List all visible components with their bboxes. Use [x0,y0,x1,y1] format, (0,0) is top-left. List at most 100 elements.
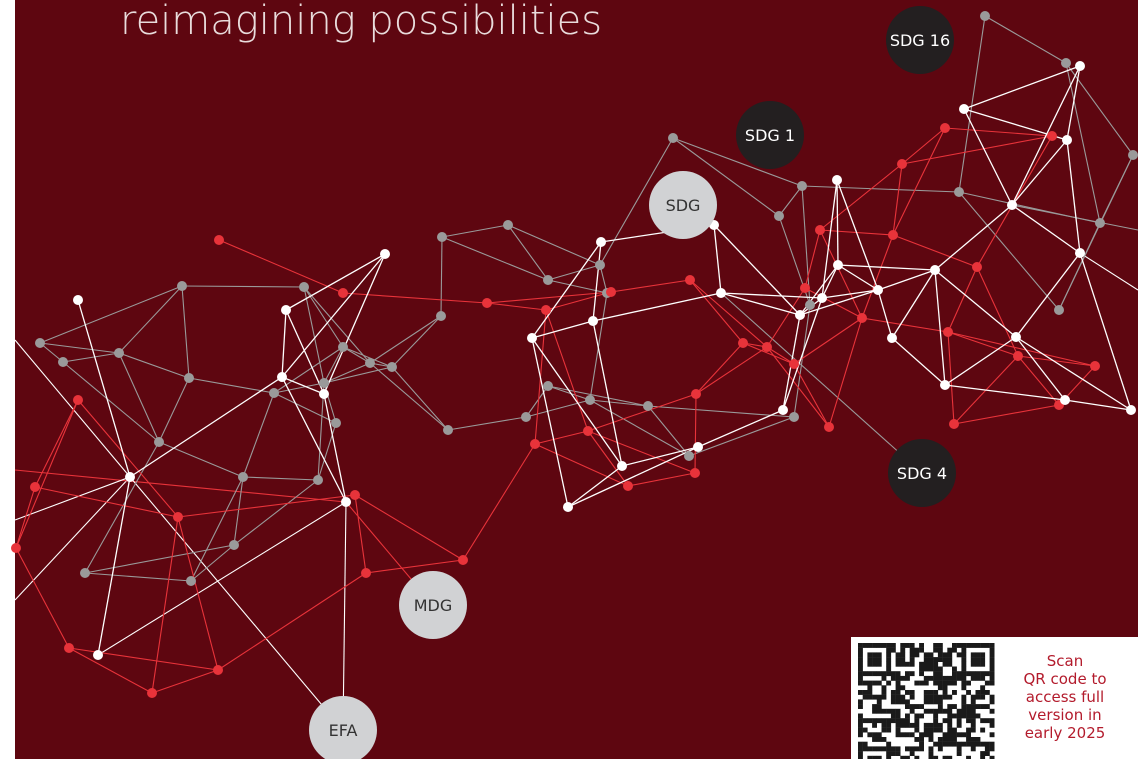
qr-module [924,690,929,695]
qr-module [957,742,962,747]
node-dot [114,348,124,358]
qr-module [910,709,915,714]
qr-module [985,746,990,751]
qr-module [957,751,962,756]
node-dot [184,373,194,383]
node-dot [684,451,694,461]
qr-module [900,685,905,690]
node-dot [437,232,447,242]
qr-module [914,737,919,742]
qr-module [900,652,905,657]
qr-module [966,681,971,686]
qr-module [938,709,943,714]
qr-module [933,695,938,700]
qr-module [900,648,905,653]
qr-module [933,699,938,704]
qr-module [971,709,976,714]
qr-module [858,704,863,709]
node-dot [338,288,348,298]
node-dot [313,475,323,485]
qr-module [990,671,995,676]
qr-module [919,737,924,742]
qr-module [877,737,882,742]
qr-module [910,690,915,695]
node-dot [269,388,279,398]
qr-module [858,643,863,648]
qr-module [980,685,985,690]
qr-module [891,676,896,681]
qr-module [990,709,995,714]
qr-module [976,742,981,747]
qr-module [919,667,924,672]
node-dot [64,643,74,653]
node-label: SDG 4 [897,464,947,483]
node-dot [583,426,593,436]
qr-module [938,737,943,742]
node-dot [436,311,446,321]
qr-module [858,751,863,756]
qr-module [961,648,966,653]
qr-module [961,652,966,657]
qr-module [896,718,901,723]
qr-module [914,718,919,723]
qr-module [877,643,882,648]
qr-module [985,690,990,695]
qr-module [905,723,910,728]
qr-module [952,643,957,648]
node-dot [623,481,633,491]
qr-module [957,709,962,714]
node-dot [1090,361,1100,371]
qr-module [896,652,901,657]
qr-module [919,671,924,676]
qr-module [961,704,966,709]
qr-module [929,676,934,681]
qr-module [924,676,929,681]
qr-module [891,699,896,704]
qr-module [877,671,882,676]
qr-module [980,643,985,648]
node-dot [58,357,68,367]
node-dot [815,225,825,235]
qr-module [882,695,887,700]
node-label: MDG [414,596,453,615]
qr-module [990,718,995,723]
qr-module [858,667,863,672]
node-dot [800,283,810,293]
qr-module [933,671,938,676]
qr-module [896,728,901,733]
qr-module [882,709,887,714]
qr-module [910,648,915,653]
node-dot [1075,248,1085,258]
qr-module [976,690,981,695]
node-dot [503,220,513,230]
node-dot [238,472,248,482]
node-dot [214,235,224,245]
node-dot [693,442,703,452]
qr-module [858,681,863,686]
qr-module [976,662,981,667]
node-dot [1075,61,1085,71]
qr-module [867,746,872,751]
qr-module [933,723,938,728]
qr-module [919,662,924,667]
qr-module [961,667,966,672]
qr-module [882,746,887,751]
qr-module [990,746,995,751]
node-dot [229,540,239,550]
node-dot [940,123,950,133]
qr-module [957,746,962,751]
qr-module [976,676,981,681]
node-dot [73,295,83,305]
qr-module [976,714,981,719]
qr-module [910,746,915,751]
qr-module [933,690,938,695]
qr-module [961,657,966,662]
qr-module [886,657,891,662]
qr-module [929,652,934,657]
qr-module [971,676,976,681]
qr-module [952,742,957,747]
qr-module [985,681,990,686]
qr-module [872,737,877,742]
qr-module [863,742,868,747]
node-dot [959,104,969,114]
